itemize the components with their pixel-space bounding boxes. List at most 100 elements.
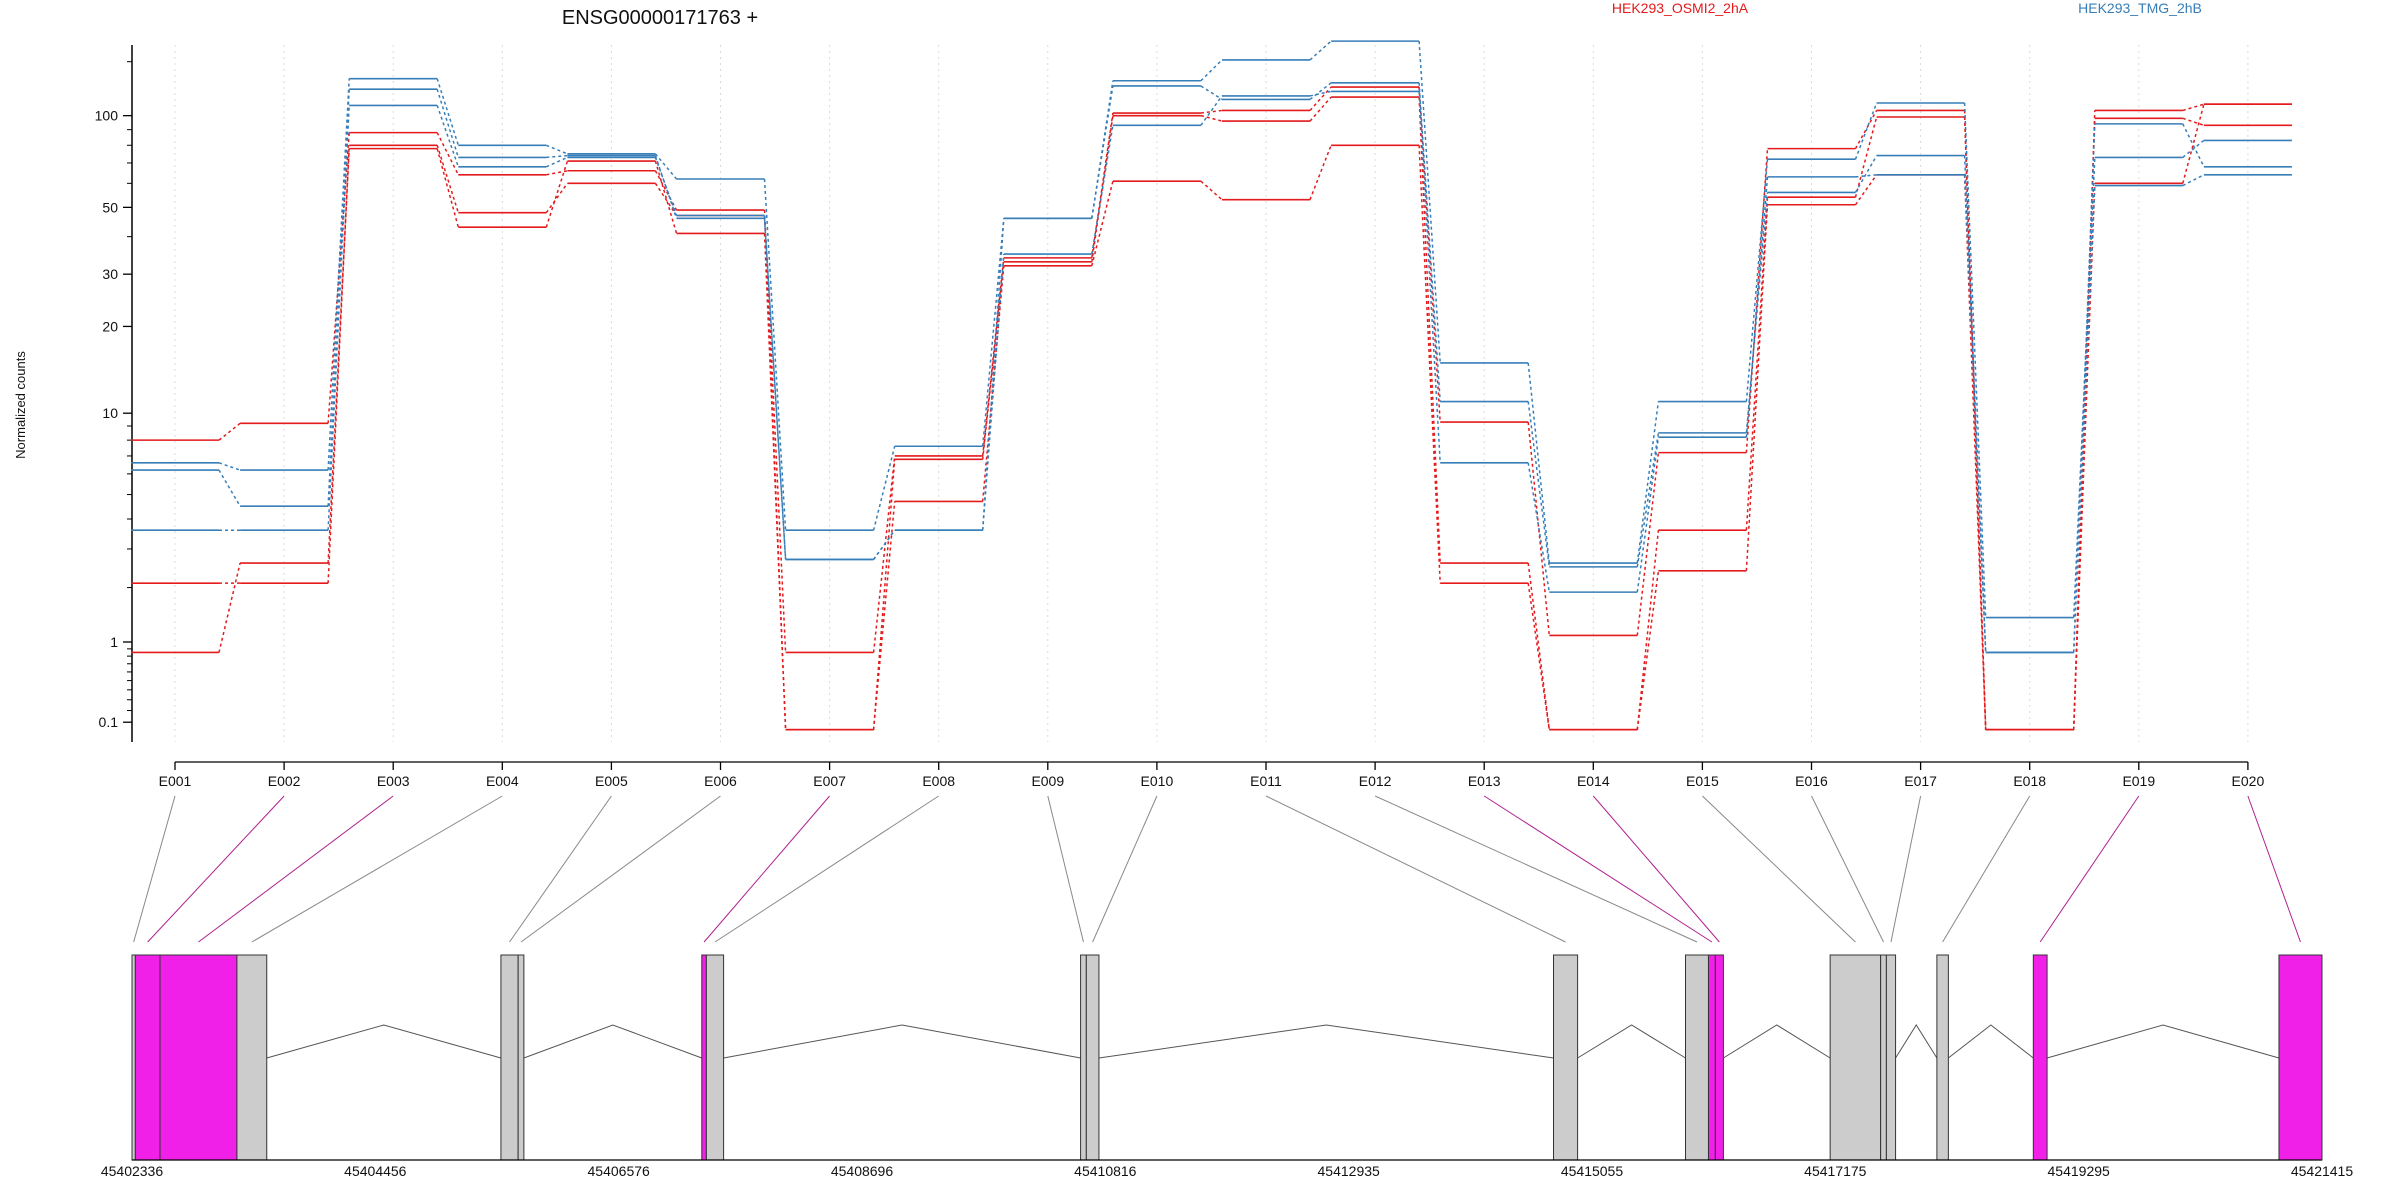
coord-tick-label: 45421415	[2291, 1163, 2354, 1179]
series-connector	[1200, 95, 1223, 126]
chart-title: ENSG00000171763 +	[562, 7, 758, 29]
series-connector	[654, 155, 678, 219]
y-tick-label: 0.1	[99, 714, 119, 730]
series-5	[131, 82, 2292, 654]
connector-line	[251, 795, 503, 943]
series-connector	[1745, 176, 1769, 438]
series-connector	[327, 105, 350, 531]
series-connector	[436, 132, 459, 176]
connector-line	[133, 795, 176, 943]
connector-line	[1374, 795, 1698, 943]
connector-line	[520, 795, 721, 943]
series-connector	[546, 170, 568, 176]
series-connector	[2182, 103, 2205, 112]
series-connector	[1091, 180, 1114, 266]
series-connector	[1091, 85, 1114, 219]
series-connector	[1527, 462, 1551, 593]
x-tick-label-e001: E001	[159, 773, 192, 789]
series-connector	[1636, 437, 1660, 593]
connector-line	[147, 795, 285, 943]
series-connector	[2182, 104, 2205, 184]
gridlines	[174, 45, 2249, 742]
intron-line	[523, 1024, 702, 1059]
series-connector	[1527, 401, 1551, 567]
connector-line	[1592, 795, 1720, 943]
series-connector	[1527, 362, 1551, 564]
series-connector	[1200, 85, 1223, 101]
series-connector	[218, 469, 241, 507]
connector-line	[509, 795, 612, 943]
x-tick-label-e007: E007	[813, 773, 846, 789]
exon-bin-e002	[134, 954, 161, 1161]
x-tick-label-e002: E002	[268, 773, 301, 789]
series-connector	[2182, 174, 2205, 187]
exon-bin-e004	[236, 954, 268, 1161]
exon-bin-e017	[1885, 954, 1897, 1161]
series-connector	[2072, 183, 2096, 730]
series-connector	[1091, 125, 1114, 255]
series-connector	[1963, 174, 1987, 653]
exon-connectors	[133, 795, 2301, 943]
series-connector	[1745, 204, 1769, 571]
x-tick-label-e008: E008	[922, 773, 955, 789]
legend-label-osmi: HEK293_OSMI2_2hA	[1612, 0, 1749, 16]
coord-tick-label: 45402336	[101, 1163, 164, 1179]
exon-bin-e013	[1707, 954, 1716, 1161]
series-connector	[1309, 40, 1332, 61]
intron-line	[1723, 1024, 1831, 1059]
connector-line	[198, 795, 394, 943]
series-connector	[327, 89, 350, 507]
x-tick-label-e017: E017	[1904, 773, 1937, 789]
series-connector	[1418, 82, 1441, 402]
series-connector	[1636, 570, 1660, 730]
series-connector	[1745, 148, 1769, 453]
series-connector	[1745, 197, 1769, 531]
series-lines	[131, 40, 2292, 731]
connector-line	[714, 795, 939, 943]
exon-bin-e010	[1085, 954, 1100, 1161]
x-tick-label-e006: E006	[704, 773, 737, 789]
series-connector	[1527, 583, 1551, 730]
gene-model	[131, 954, 2323, 1161]
series-connector	[1636, 432, 1660, 567]
series-2	[131, 96, 2292, 731]
y-tick-label: 100	[95, 108, 119, 124]
series-connector	[1418, 91, 1441, 463]
series-connector	[1854, 155, 1878, 193]
connector-line	[1092, 795, 1158, 943]
exon-bin-e011	[1553, 954, 1579, 1161]
series-connector	[1200, 114, 1223, 122]
series-connector	[1309, 145, 1332, 200]
series-connector	[218, 462, 241, 471]
coord-tick-label: 45417175	[1804, 1163, 1867, 1179]
series-connector	[654, 153, 678, 180]
series-connector	[981, 254, 1005, 531]
x-tick-label-e015: E015	[1686, 773, 1719, 789]
series-connector	[872, 529, 896, 560]
series-connector	[436, 88, 460, 158]
series-connector	[1200, 59, 1223, 82]
coord-tick-label: 45415055	[1561, 1163, 1624, 1179]
series-connector	[1309, 90, 1332, 97]
exon-bin-e008	[705, 954, 725, 1161]
series-connector	[1309, 96, 1332, 122]
coord-tick-label: 45419295	[2048, 1163, 2111, 1179]
y-tick-label: 20	[102, 318, 118, 334]
y-tick-label: 1	[110, 634, 118, 650]
series-connector	[1854, 174, 1878, 206]
x-tick-label-e014: E014	[1577, 773, 1610, 789]
intron-line	[1577, 1024, 1686, 1059]
intron-line	[2046, 1024, 2280, 1059]
series-connector	[2182, 117, 2205, 127]
series-connector	[2072, 123, 2096, 653]
connector-line	[2247, 795, 2301, 943]
series-connector	[1418, 97, 1441, 564]
series-connector	[1854, 116, 1878, 198]
series-connector	[2182, 139, 2205, 158]
coordinate-axis: 45402336 45404456 45406576 45408696 45410816…	[101, 1159, 2354, 1179]
x-tick-label-e018: E018	[2013, 773, 2046, 789]
x-tick-label-e011: E011	[1250, 773, 1282, 789]
exon-bin-e019	[2032, 954, 2048, 1161]
series-connector	[872, 446, 896, 531]
exon-bin-e003	[159, 954, 238, 1161]
